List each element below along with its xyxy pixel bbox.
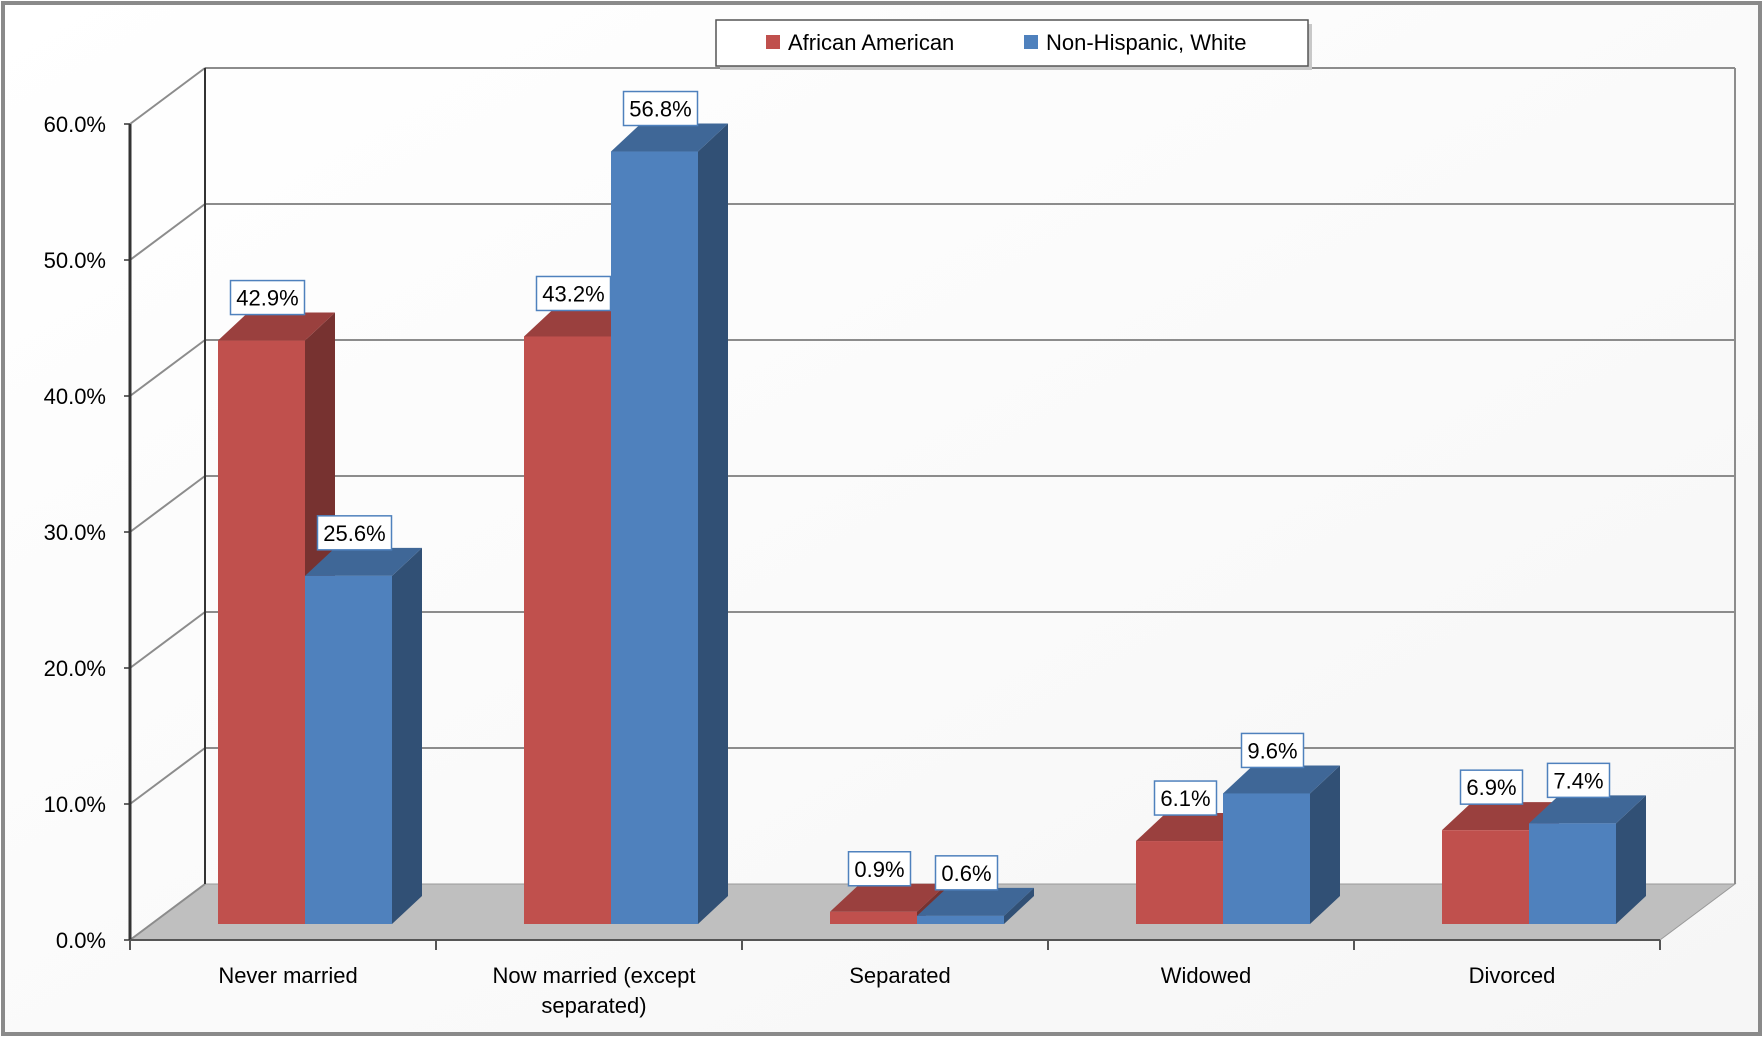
- y-tick-label: 10.0%: [44, 792, 106, 817]
- gridline-side: [129, 611, 206, 669]
- legend-swatch: [1024, 35, 1038, 49]
- bar-side: [1310, 765, 1340, 924]
- data-label-text: 0.9%: [854, 857, 904, 882]
- bar-front: [917, 915, 1004, 924]
- gridline-side: [129, 203, 206, 261]
- bar-front: [1529, 823, 1616, 924]
- data-label-text: 9.6%: [1247, 738, 1297, 763]
- data-label: 6.1%: [1153, 780, 1218, 816]
- bar-top: [1529, 795, 1646, 824]
- data-label: 25.6%: [316, 515, 393, 551]
- data-label-text: 6.9%: [1466, 775, 1516, 800]
- data-label: 7.4%: [1546, 762, 1611, 799]
- data-label-text: 56.8%: [629, 97, 691, 122]
- bar-front: [1223, 793, 1310, 924]
- bar-front: [218, 340, 305, 924]
- data-label-box: [229, 279, 306, 316]
- data-label-box: [1153, 780, 1218, 816]
- bar-top: [611, 123, 728, 152]
- y-tick-label: 60.0%: [44, 112, 106, 137]
- bar: [1529, 795, 1646, 924]
- bar-top: [218, 312, 335, 341]
- x-tick-label: Widowed: [1161, 963, 1251, 988]
- bar-front: [524, 336, 611, 925]
- y-tick-label: 50.0%: [44, 248, 106, 273]
- data-label-text: 0.6%: [941, 861, 991, 886]
- x-tick-label: Separated: [849, 963, 951, 988]
- data-label: 43.2%: [535, 275, 612, 312]
- data-label-text: 7.4%: [1553, 768, 1603, 793]
- bar-front: [1442, 830, 1529, 924]
- bar-top: [917, 887, 1034, 916]
- bar-front: [830, 911, 917, 924]
- legend-label: African American: [788, 30, 954, 55]
- gridline-side: [129, 747, 206, 805]
- bar-front: [1136, 841, 1223, 924]
- bar-top: [1223, 765, 1340, 794]
- bars: [218, 123, 1646, 925]
- data-label-text: 43.2%: [542, 281, 604, 306]
- data-labels: 42.9% 25.6% 43.2% 56.8% 0.9% 0.6% 6.1% 9.6% 6.9%…: [229, 90, 1611, 891]
- bar: [611, 123, 728, 924]
- data-label: 9.6%: [1240, 732, 1305, 769]
- data-label-box: [1546, 762, 1611, 799]
- y-tick-label: 40.0%: [44, 384, 106, 409]
- bar-side: [1004, 887, 1034, 924]
- data-label-box: [847, 851, 912, 887]
- bar-top: [305, 547, 422, 576]
- legend-label: Non-Hispanic, White: [1046, 30, 1247, 55]
- data-label: 56.8%: [622, 90, 699, 127]
- legend: African American Non-Hispanic, White: [715, 19, 1312, 70]
- x-tick-label: Now married (except separated): [493, 963, 696, 1018]
- bar: [305, 547, 422, 924]
- gridline-side: [129, 883, 206, 941]
- data-label-box: [1240, 732, 1305, 769]
- y-tick-label: 0.0%: [56, 928, 106, 953]
- gridlines: [129, 67, 1735, 941]
- data-label-text: 42.9%: [236, 286, 298, 311]
- data-label-box: [934, 855, 999, 891]
- data-label-box: [316, 515, 393, 551]
- data-label-box: [535, 275, 612, 312]
- data-label-text: 6.1%: [1160, 786, 1210, 811]
- y-tick-label: 30.0%: [44, 520, 106, 545]
- bar: [917, 887, 1034, 924]
- x-tick-label: Never married: [218, 963, 357, 988]
- bar-side: [1616, 795, 1646, 924]
- gridline-side: [129, 67, 206, 125]
- data-label-box: [622, 90, 699, 127]
- bar-top: [830, 883, 947, 912]
- gridline-side: [129, 475, 206, 533]
- bar-front: [611, 151, 698, 924]
- data-label: 6.9%: [1459, 769, 1524, 805]
- legend-swatch: [766, 35, 780, 49]
- y-tick-label: 20.0%: [44, 656, 106, 681]
- data-label-text: 25.6%: [323, 521, 385, 546]
- data-label: 0.9%: [847, 851, 912, 887]
- data-label: 42.9%: [229, 279, 306, 316]
- legend-box: [715, 19, 1309, 67]
- bar: [1223, 765, 1340, 924]
- data-label-box: [1459, 769, 1524, 805]
- x-tick-label: Divorced: [1469, 963, 1556, 988]
- gridline-side: [129, 339, 206, 397]
- bar-front: [305, 575, 392, 924]
- bar-side: [392, 547, 422, 924]
- bar-side: [698, 123, 728, 924]
- data-label: 0.6%: [934, 855, 999, 891]
- axes: 0.0% 10.0% 20.0% 30.0% 40.0% 50.0% 60.0% Never …: [44, 68, 1736, 1018]
